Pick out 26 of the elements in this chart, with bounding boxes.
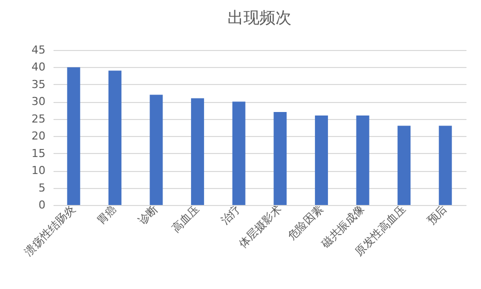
bar xyxy=(438,126,452,205)
y-tick-label: 5 xyxy=(38,181,46,194)
y-tick-label: 40 xyxy=(32,60,46,74)
bar xyxy=(191,98,204,205)
bar xyxy=(398,126,411,205)
bar xyxy=(67,67,80,205)
x-tick-label: 高血压 xyxy=(169,202,202,236)
bar xyxy=(274,112,287,205)
x-tick-label: 预后 xyxy=(424,202,450,228)
bar xyxy=(150,94,163,205)
x-tick-label: 治疗 xyxy=(218,202,244,228)
y-tick-label: 30 xyxy=(32,95,46,108)
bar xyxy=(232,102,246,205)
x-tick-label: 胃癌 xyxy=(94,202,120,228)
y-tick-label: 35 xyxy=(32,78,46,91)
y-tick-label: 10 xyxy=(32,164,46,178)
bar xyxy=(314,115,328,205)
bar xyxy=(108,70,122,205)
bar xyxy=(356,115,370,205)
y-tick-label: 20 xyxy=(32,130,46,143)
chart-title: 出现频次 xyxy=(228,8,292,27)
y-tick-label: 0 xyxy=(38,198,46,212)
y-tick-label: 25 xyxy=(32,112,46,126)
y-tick-label: 45 xyxy=(32,44,46,56)
y-tick-label: 15 xyxy=(32,146,46,160)
x-tick-label: 诊断 xyxy=(136,202,160,228)
